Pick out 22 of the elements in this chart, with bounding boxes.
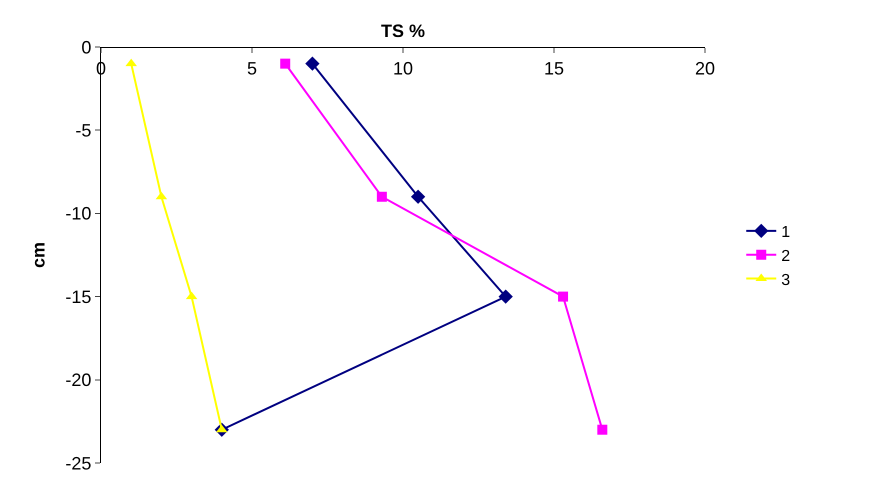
y-tick-label: -10 xyxy=(65,204,92,224)
x-axis-title: TS % xyxy=(381,21,426,41)
point xyxy=(376,192,387,202)
y-tick-label: 0 xyxy=(81,37,92,58)
x-tick-label: 20 xyxy=(694,58,716,79)
legend-label: 2 xyxy=(781,248,790,265)
x-tick-label: 15 xyxy=(544,58,564,79)
x-tick-label: 5 xyxy=(246,58,258,79)
y-tick-label: -5 xyxy=(75,120,92,140)
x-tick-label: 10 xyxy=(392,58,414,79)
point xyxy=(305,56,320,71)
legend-label: 3 xyxy=(781,272,790,289)
point xyxy=(280,58,290,69)
legend-label: 1 xyxy=(781,224,790,242)
y-axis-title: cm xyxy=(28,242,49,268)
y-tick-label: -20 xyxy=(65,370,92,390)
y-tick-label: -15 xyxy=(65,286,92,307)
point xyxy=(410,190,426,204)
point xyxy=(558,292,568,302)
point xyxy=(597,424,608,435)
y-tick-label: -25 xyxy=(65,453,92,474)
point xyxy=(498,289,513,304)
